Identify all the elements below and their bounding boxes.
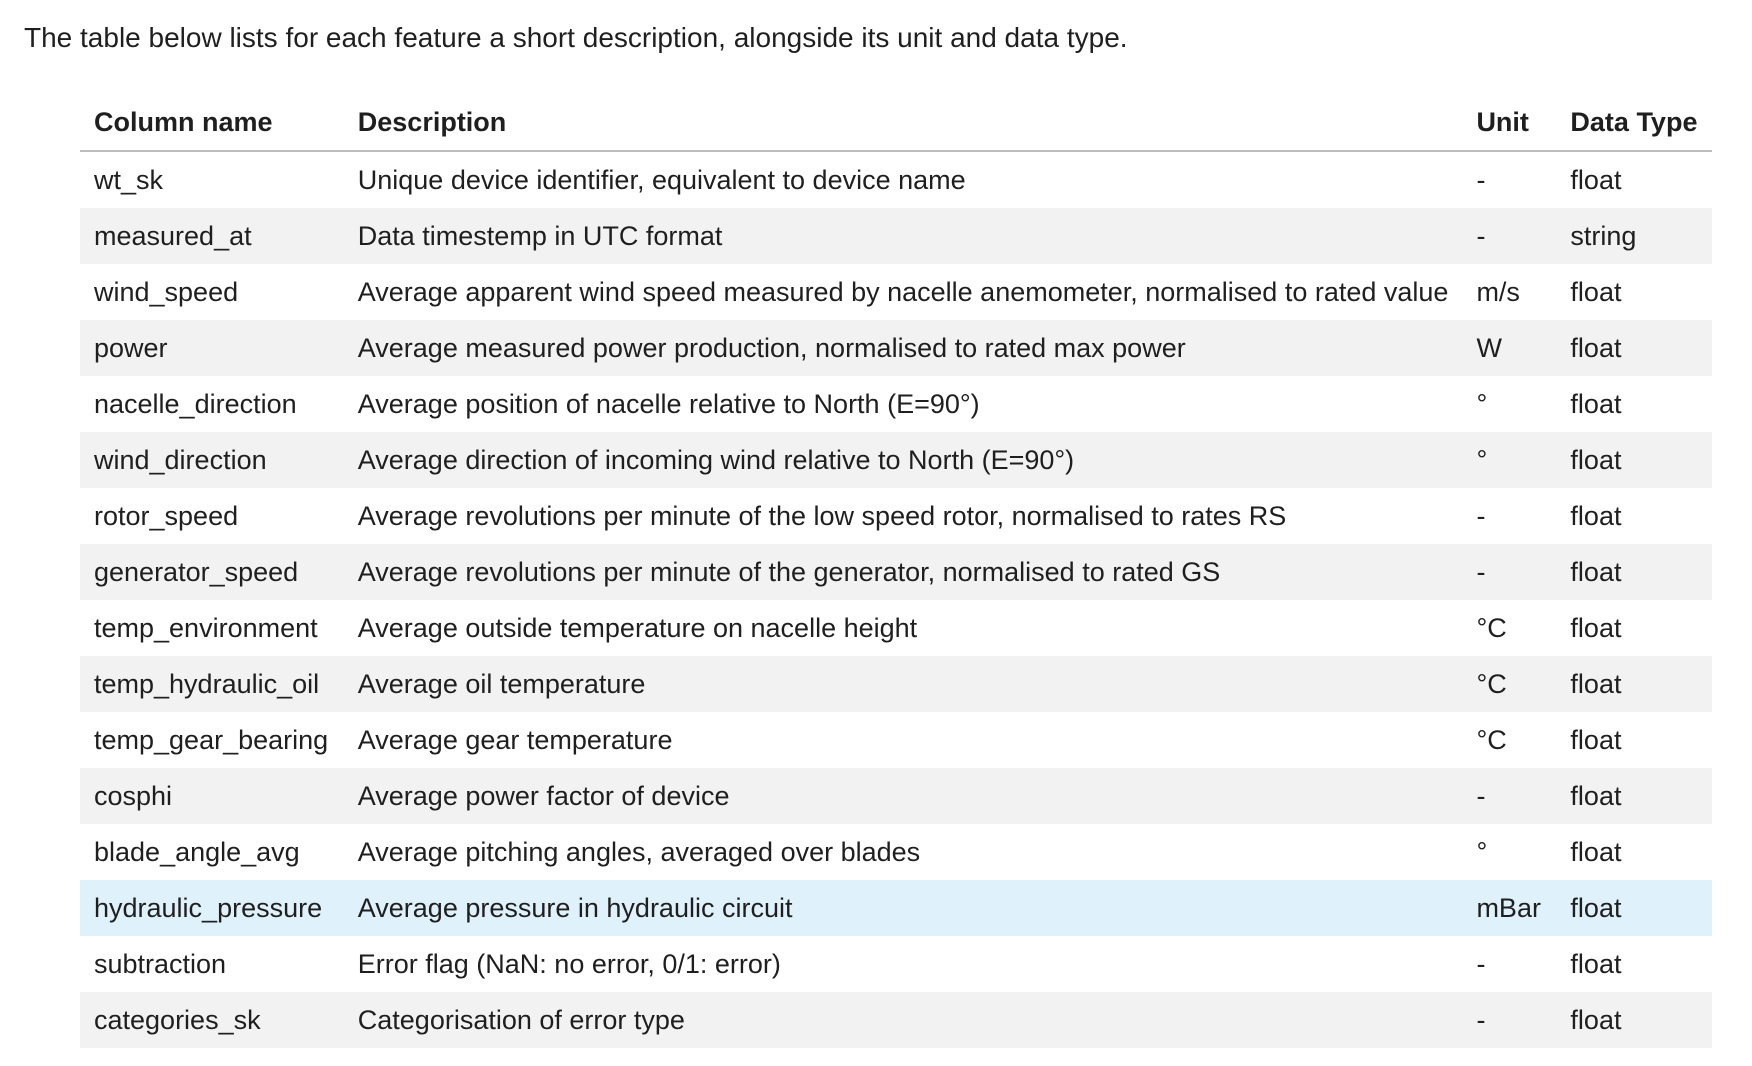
cell-unit: °C xyxy=(1476,612,1507,643)
cell-column-name: temp_environment xyxy=(94,612,318,643)
cell-description: Average oil temperature xyxy=(343,656,1463,712)
cell-data-type: float xyxy=(1556,656,1712,712)
cell-unit: - xyxy=(1462,768,1557,824)
table-row: power Average measured power production, … xyxy=(80,320,1712,376)
cell-column-name: generator_speed xyxy=(80,544,344,600)
cell-column-name: blade_angle_avg xyxy=(94,836,300,867)
cell-column-name: wt_sk xyxy=(94,164,164,195)
cell-unit: m/s xyxy=(1476,276,1520,307)
cell-description: Average power factor of device xyxy=(343,768,1463,824)
cell-unit: - xyxy=(1462,992,1557,1048)
cell-description: Average direction of incoming wind relat… xyxy=(343,432,1463,488)
cell-data-type: float xyxy=(1556,320,1712,376)
table-row: temp_environment Average outside temperat… xyxy=(80,600,1712,656)
cell-data-type: float xyxy=(1570,948,1622,979)
cell-description: Average pitching angles, averaged over b… xyxy=(357,836,921,867)
cell-data-type: float xyxy=(1570,388,1622,419)
cell-column-name: temp_gear_bearing xyxy=(94,724,329,755)
table-row: cosphi Average power factor of device - flo… xyxy=(80,768,1712,824)
cell-description: Categorisation of error type xyxy=(343,992,1463,1048)
cell-unit: - xyxy=(1476,500,1486,531)
cell-column-name: subtraction xyxy=(94,948,227,979)
cell-unit: - xyxy=(1462,544,1557,600)
cell-data-type: float xyxy=(1556,432,1712,488)
table-row: wind_direction Average direction of incom… xyxy=(80,432,1712,488)
cell-column-name: categories_sk xyxy=(80,992,344,1048)
table-row: generator_speed Average revolutions per m… xyxy=(80,544,1712,600)
cell-data-type: float xyxy=(1570,276,1622,307)
cell-unit: ° xyxy=(1476,836,1488,867)
cell-data-type: float xyxy=(1570,164,1622,195)
cell-data-type: float xyxy=(1570,612,1622,643)
cell-description: Average apparent wind speed measured by … xyxy=(357,276,1449,307)
table-body: wt_sk Unique device identifier, equivalen… xyxy=(80,151,1712,1048)
table-row: hydraulic_pressure Average pressure in hy… xyxy=(80,880,1712,936)
table-row: subtraction Error flag (NaN: no error, 0/… xyxy=(80,936,1712,992)
intro-text: The table below lists for each feature a… xyxy=(24,22,1128,53)
table-row: temp_hydraulic_oil Average oil temperatur… xyxy=(80,656,1712,712)
table-row: rotor_speed Average revolutions per minut… xyxy=(80,488,1712,544)
cell-unit: ° xyxy=(1476,388,1488,419)
table-row: categories_sk Categorisation of error typ… xyxy=(80,992,1712,1048)
cell-column-name: cosphi xyxy=(80,768,344,824)
table-row: measured_at Data timestemp in UTC format -… xyxy=(80,208,1712,264)
cell-unit: - xyxy=(1462,208,1557,264)
cell-data-type: float xyxy=(1570,836,1622,867)
cell-column-name: rotor_speed xyxy=(94,500,239,531)
cell-data-type: float xyxy=(1556,544,1712,600)
cell-description: Error flag (NaN: no error, 0/1: error) xyxy=(357,948,781,979)
header-unit: Unit xyxy=(1462,94,1557,152)
cell-column-name: hydraulic_pressure xyxy=(80,880,344,936)
cell-unit: - xyxy=(1476,948,1486,979)
cell-description: Average pressure in hydraulic circuit xyxy=(343,880,1463,936)
cell-data-type: float xyxy=(1556,992,1712,1048)
cell-description: Average outside temperature on nacelle h… xyxy=(357,612,918,643)
table-header: Column name Description Unit Data Type xyxy=(80,94,1712,152)
header-data-type: Data Type xyxy=(1556,94,1712,152)
header-row: Column name Description Unit Data Type xyxy=(80,94,1712,152)
cell-unit: °C xyxy=(1462,656,1557,712)
cell-unit: - xyxy=(1476,164,1486,195)
cell-column-name: wind_direction xyxy=(80,432,344,488)
cell-description: Average measured power production, norma… xyxy=(343,320,1463,376)
cell-column-name: nacelle_direction xyxy=(94,388,297,419)
cell-unit: ° xyxy=(1462,432,1557,488)
header-description: Description xyxy=(343,94,1463,152)
cell-column-name: power xyxy=(80,320,344,376)
cell-description: Unique device identifier, equivalent to … xyxy=(357,164,966,195)
cell-data-type: float xyxy=(1556,768,1712,824)
cell-description: Average revolutions per minute of the ge… xyxy=(343,544,1463,600)
feature-table: Column name Description Unit Data Type w… xyxy=(80,94,1712,1048)
cell-description: Average position of nacelle relative to … xyxy=(357,388,980,419)
cell-unit: W xyxy=(1462,320,1557,376)
cell-unit: °C xyxy=(1476,724,1507,755)
table-row: blade_angle_avg Average pitching angles, … xyxy=(80,824,1712,880)
cell-data-type: float xyxy=(1570,500,1622,531)
table-row: wind_speed Average apparent wind speed me… xyxy=(80,264,1712,320)
cell-column-name: measured_at xyxy=(80,208,344,264)
cell-description: Average gear temperature xyxy=(357,724,673,755)
header-column-name: Column name xyxy=(80,94,344,152)
cell-column-name: wind_speed xyxy=(94,276,239,307)
cell-column-name: temp_hydraulic_oil xyxy=(80,656,344,712)
table-row: wt_sk Unique device identifier, equivalen… xyxy=(80,151,1712,208)
cell-data-type: float xyxy=(1556,880,1712,936)
cell-unit: mBar xyxy=(1462,880,1557,936)
cell-description: Data timestemp in UTC format xyxy=(343,208,1463,264)
table-row: nacelle_direction Average position of nac… xyxy=(80,376,1712,432)
cell-data-type: float xyxy=(1570,724,1622,755)
cell-description: Average revolutions per minute of the lo… xyxy=(357,500,1287,531)
cell-data-type: string xyxy=(1556,208,1712,264)
table-row: temp_gear_bearing Average gear temperatur… xyxy=(80,712,1712,768)
